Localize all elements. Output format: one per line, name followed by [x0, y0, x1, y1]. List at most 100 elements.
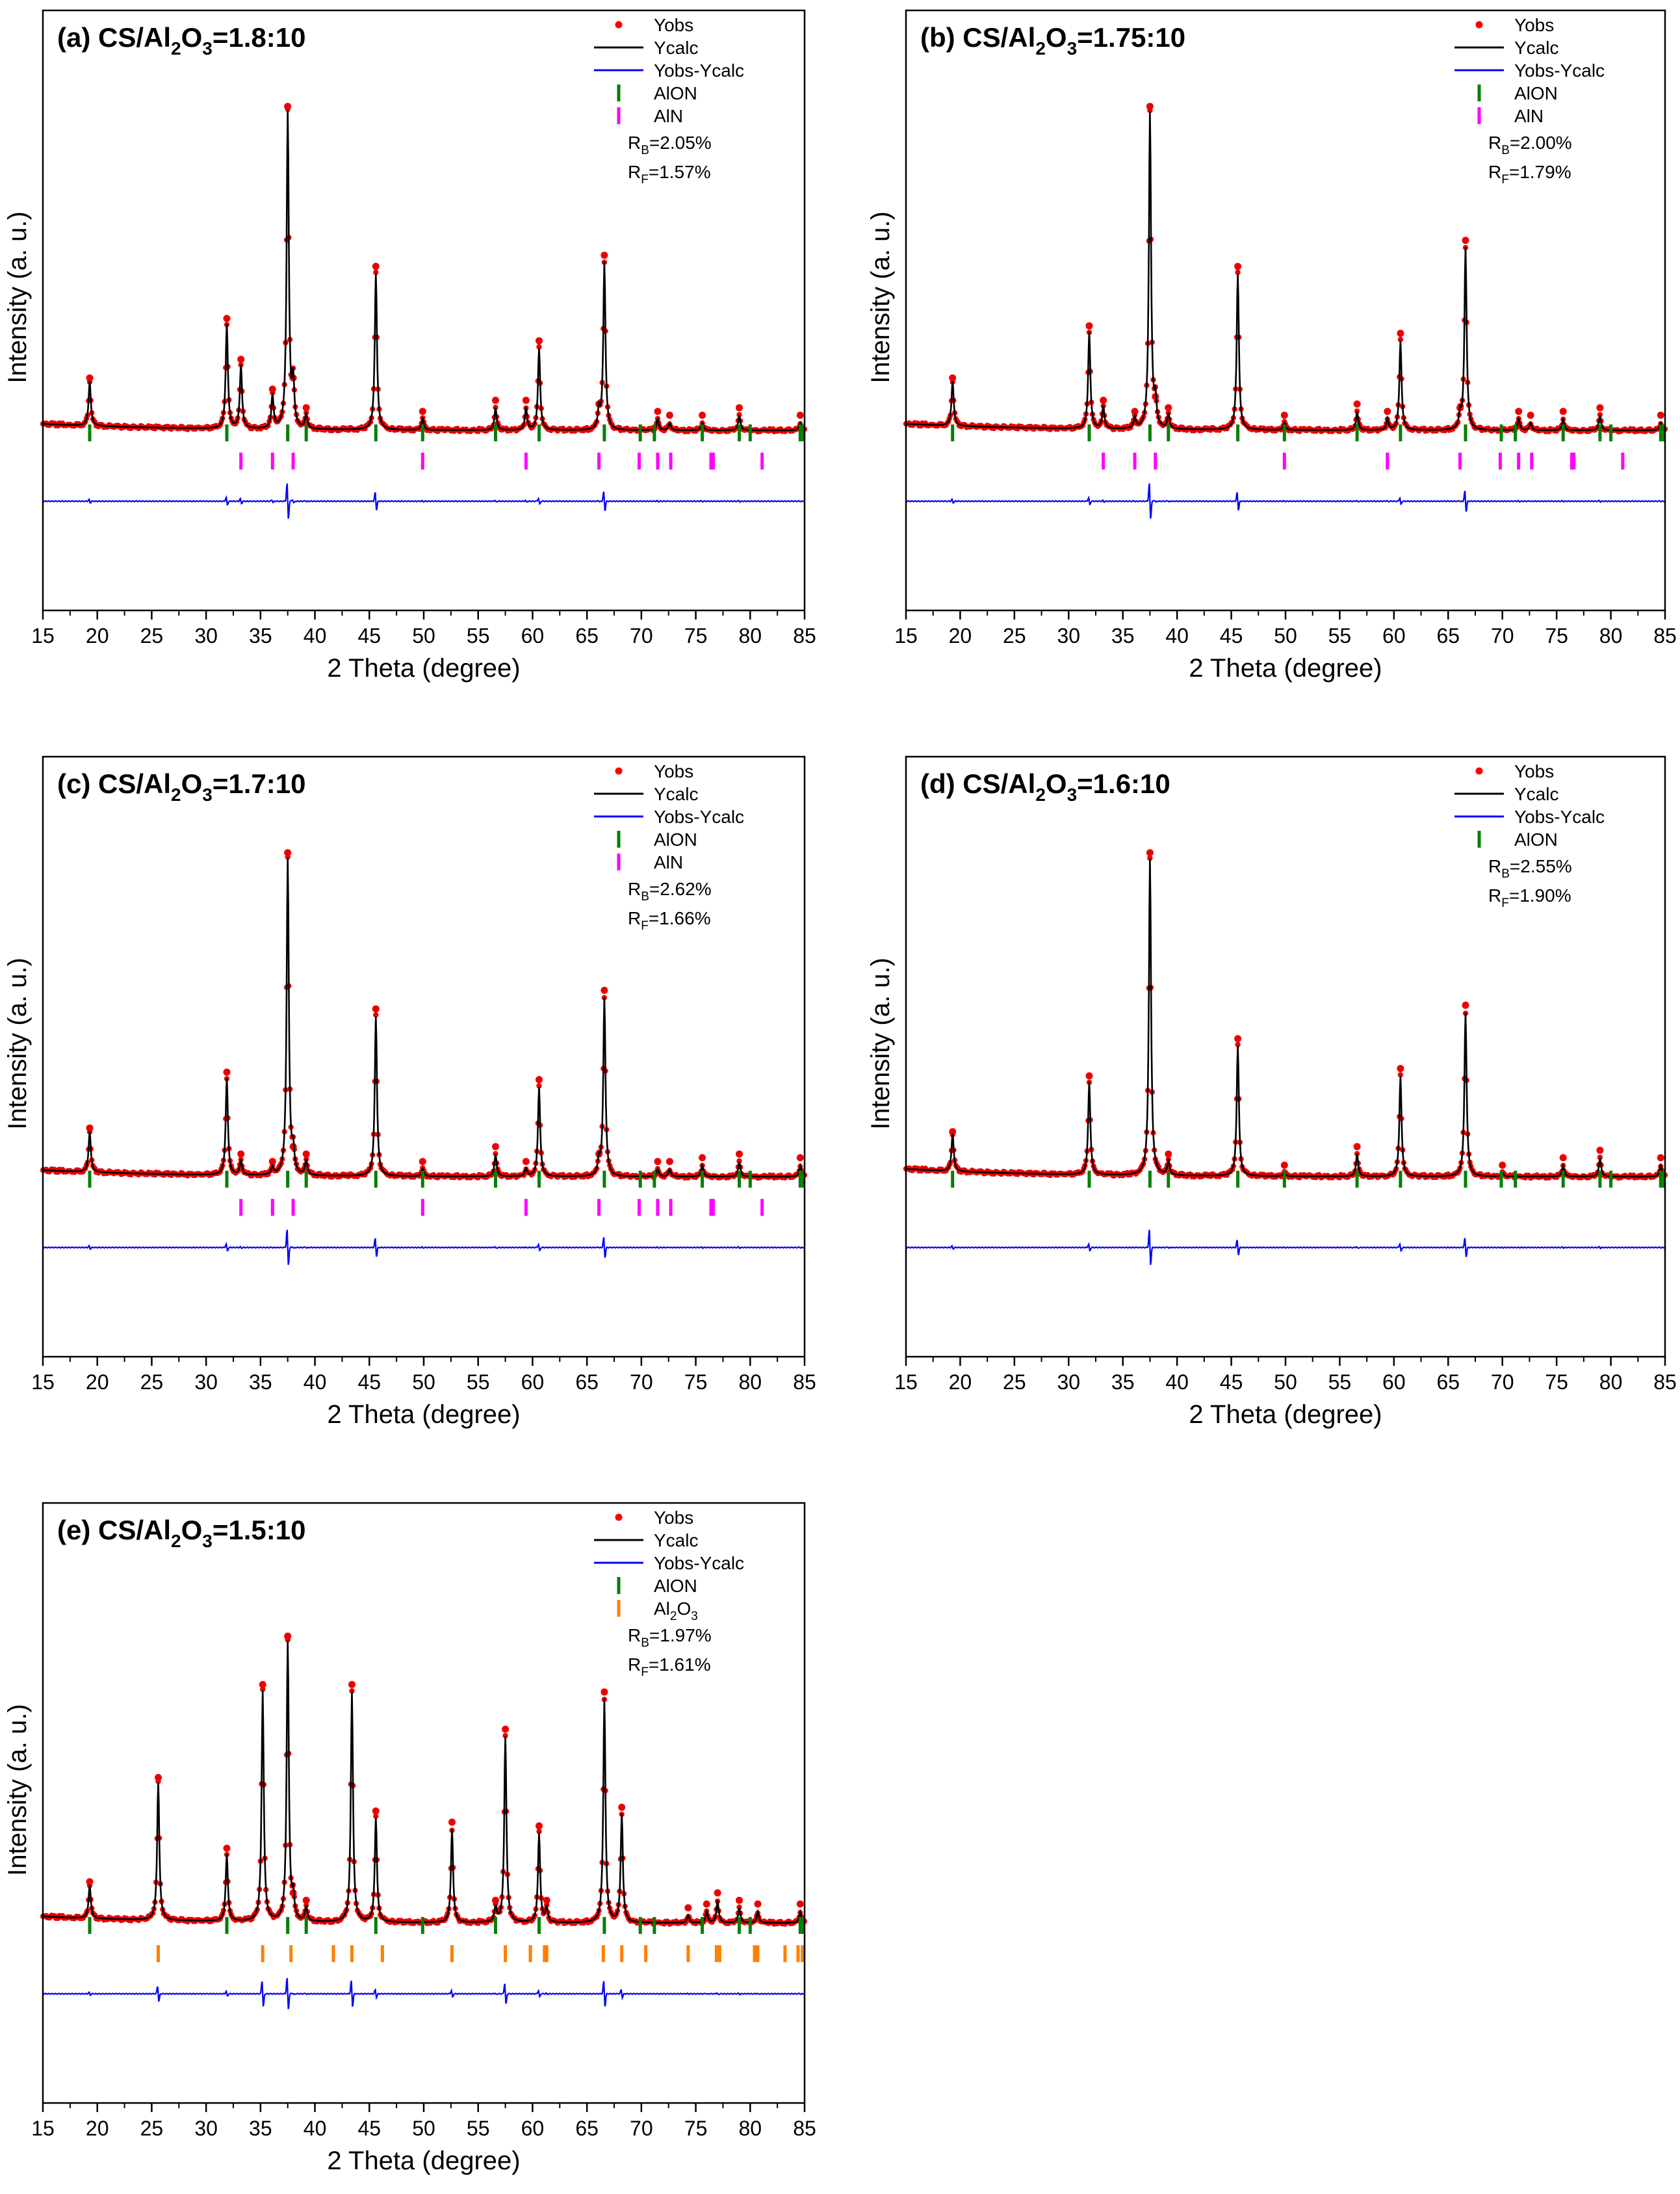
yobs-point	[654, 1158, 662, 1166]
yobs-point	[268, 385, 276, 393]
legend-tick-marker	[617, 1577, 621, 1594]
phase-tick	[1087, 424, 1091, 441]
y-axis-label: Intensity (a. u.)	[3, 958, 32, 1130]
x-tick-label: 85	[1653, 1370, 1677, 1394]
yobs-point	[1527, 411, 1534, 419]
legend-label: Yobs-Ycalc	[1514, 60, 1605, 81]
x-tick-label: 75	[684, 2117, 708, 2140]
x-tick-label: 70	[630, 624, 653, 647]
r-factor: RB=2.00%	[1488, 133, 1572, 157]
phase-tick	[286, 1916, 290, 1934]
r-factor: RB=2.62%	[628, 879, 712, 904]
legend-yobs-marker	[615, 767, 623, 775]
legend-label: Ycalc	[654, 784, 698, 804]
yobs-point	[601, 1688, 608, 1696]
x-tick-label: 45	[357, 624, 381, 647]
phase-tick	[1386, 452, 1389, 470]
phase-tick	[494, 1916, 497, 1934]
yobs-point	[1515, 408, 1523, 415]
yobs-point	[1462, 1001, 1469, 1009]
legend-label: Al2O3	[654, 1599, 698, 1623]
legend-label: Yobs-Ycalc	[654, 60, 744, 81]
phase-ticks-aln	[239, 452, 764, 470]
x-tick-label: 55	[467, 624, 490, 647]
xrd-panel-a: 15 20 25 30 35 40 45 50 55 60 65 70 75 80 85 2 Theta (d…	[3, 9, 816, 683]
legend-label: AlON	[654, 83, 697, 103]
yobs-point	[1354, 408, 1360, 414]
x-tick-label: 85	[1653, 624, 1677, 647]
phase-tick	[286, 1170, 290, 1188]
x-tick-label: 15	[31, 624, 55, 647]
yobs-point	[1100, 397, 1107, 404]
legend-label: AlON	[654, 829, 697, 850]
x-tick-label: 85	[793, 2117, 816, 2140]
yobs-point	[492, 1143, 499, 1151]
phase-tick	[225, 1170, 229, 1188]
yobs-point	[1280, 411, 1288, 419]
x-tick-label: 20	[86, 2117, 109, 2140]
phase-tick	[1598, 424, 1602, 441]
phase-tick	[420, 1170, 424, 1188]
yobs-point	[1384, 408, 1391, 415]
phase-tick	[1236, 424, 1240, 441]
x-tick-label: 35	[249, 624, 272, 647]
phase-tick	[1598, 1170, 1602, 1188]
legend-yobs-marker	[1475, 767, 1483, 775]
yobs-point	[373, 269, 379, 276]
phase-tick	[1499, 1170, 1503, 1188]
phase-tick	[1514, 1170, 1518, 1188]
phase-tick	[1087, 1170, 1091, 1188]
yobs-point	[666, 411, 673, 419]
phase-tick	[738, 424, 741, 441]
x-tick-label: 55	[1328, 624, 1352, 647]
phase-tick	[748, 424, 752, 441]
phase-tick	[350, 1945, 354, 1963]
phase-ticks-aln	[1102, 452, 1625, 470]
ycalc-line	[43, 110, 805, 432]
panel-title: (a) CS/Al2O3=1.8:10	[57, 22, 305, 59]
phase-tick	[717, 1945, 721, 1963]
yobs-point	[1499, 1161, 1506, 1169]
yobs-point	[1657, 411, 1664, 419]
yobs-point	[1657, 1154, 1664, 1162]
phase-tick	[748, 1916, 752, 1934]
yobs-point	[796, 411, 804, 419]
phase-tick	[701, 424, 704, 441]
phase-tick	[374, 424, 378, 441]
x-tick-label: 15	[31, 1370, 55, 1394]
r-factor: RF=1.61%	[628, 1654, 711, 1679]
x-tick-label: 60	[1382, 1370, 1406, 1394]
x-tick-label: 75	[684, 624, 708, 647]
legend-label: Yobs	[654, 15, 693, 35]
x-tick-label: 15	[31, 2117, 55, 2140]
phase-tick	[951, 424, 955, 441]
legend-yobs-marker	[1475, 21, 1483, 29]
x-tick-label: 15	[894, 624, 918, 647]
x-tick-label: 70	[630, 1370, 653, 1394]
panel-title: (c) CS/Al2O3=1.7:10	[57, 768, 305, 805]
yobs-point	[736, 404, 743, 411]
yobs-point	[284, 1632, 292, 1640]
legend-label: AlON	[1514, 829, 1558, 850]
yobs-point	[736, 1896, 743, 1904]
x-tick-label: 60	[521, 1370, 545, 1394]
x-tick-label: 40	[304, 1370, 327, 1394]
legend-label: Ycalc	[654, 1530, 698, 1550]
x-tick-label: 60	[521, 624, 545, 647]
phase-tick	[374, 1170, 378, 1188]
yobs-point	[754, 1900, 762, 1908]
yobs-point	[86, 1878, 94, 1886]
yobs-point	[302, 1150, 310, 1158]
yobs-point	[492, 1896, 499, 1904]
phase-tick	[669, 1199, 673, 1216]
x-tick-label: 55	[467, 2117, 490, 2140]
y-axis-label: Intensity (a. u.)	[3, 1704, 32, 1876]
yobs-point	[536, 1076, 543, 1084]
yobs-point	[1597, 411, 1603, 418]
phase-tick	[738, 1170, 741, 1188]
phase-tick	[157, 1945, 160, 1963]
legend-label: Yobs-Ycalc	[1514, 807, 1605, 827]
